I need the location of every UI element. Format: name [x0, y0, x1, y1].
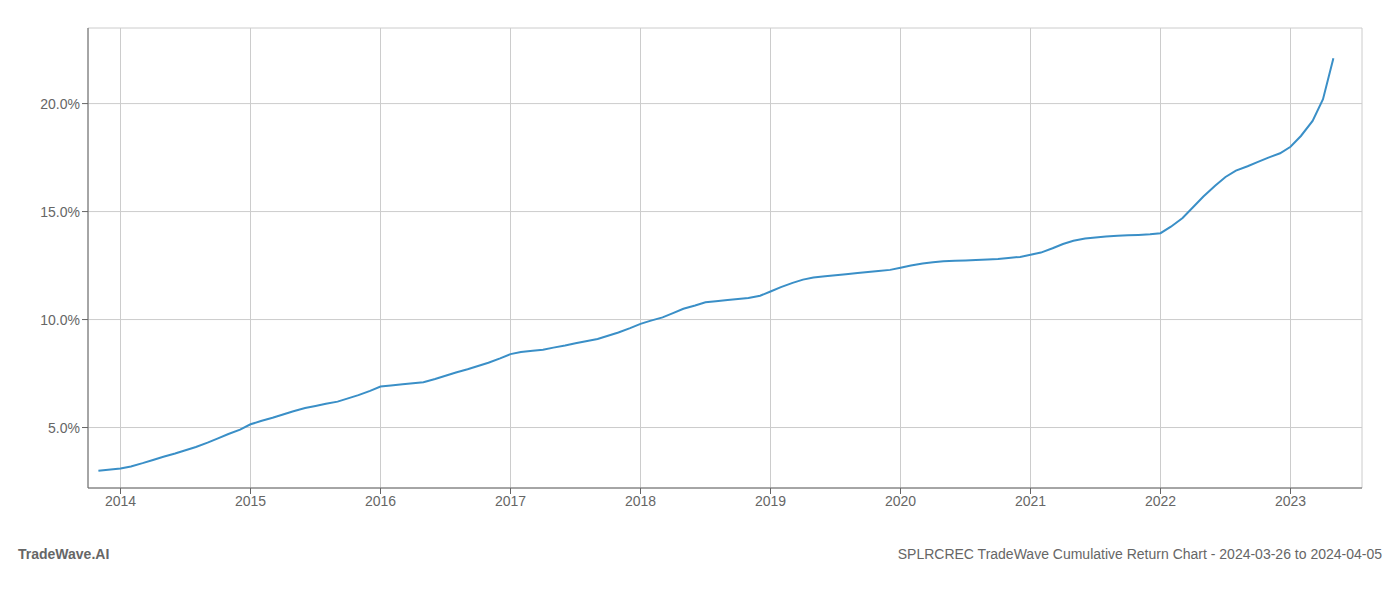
html-text:SPLRCREC TradeWave Cumulative: SPLRCREC TradeWave Cumulative Return Cha…: [897, 546, 1382, 562]
svg-text:2023: 2023: [1275, 493, 1306, 509]
svg-text:15.0%: 15.0%: [40, 204, 80, 220]
svg-text:2016: 2016: [365, 493, 396, 509]
svg-text:2019: 2019: [755, 493, 786, 509]
svg-text:10.0%: 10.0%: [40, 312, 80, 328]
svg-text:2020: 2020: [885, 493, 916, 509]
svg-text:2018: 2018: [625, 493, 656, 509]
svg-text:5.0%: 5.0%: [48, 420, 80, 436]
svg-text:20.0%: 20.0%: [40, 96, 80, 112]
html-text:TradeWave.AI: TradeWave.AI: [18, 546, 110, 562]
svg-text:2015: 2015: [235, 493, 266, 509]
svg-text:2022: 2022: [1145, 493, 1176, 509]
svg-text:2014: 2014: [105, 493, 136, 509]
svg-text:2021: 2021: [1015, 493, 1046, 509]
svg-text:2017: 2017: [495, 493, 526, 509]
